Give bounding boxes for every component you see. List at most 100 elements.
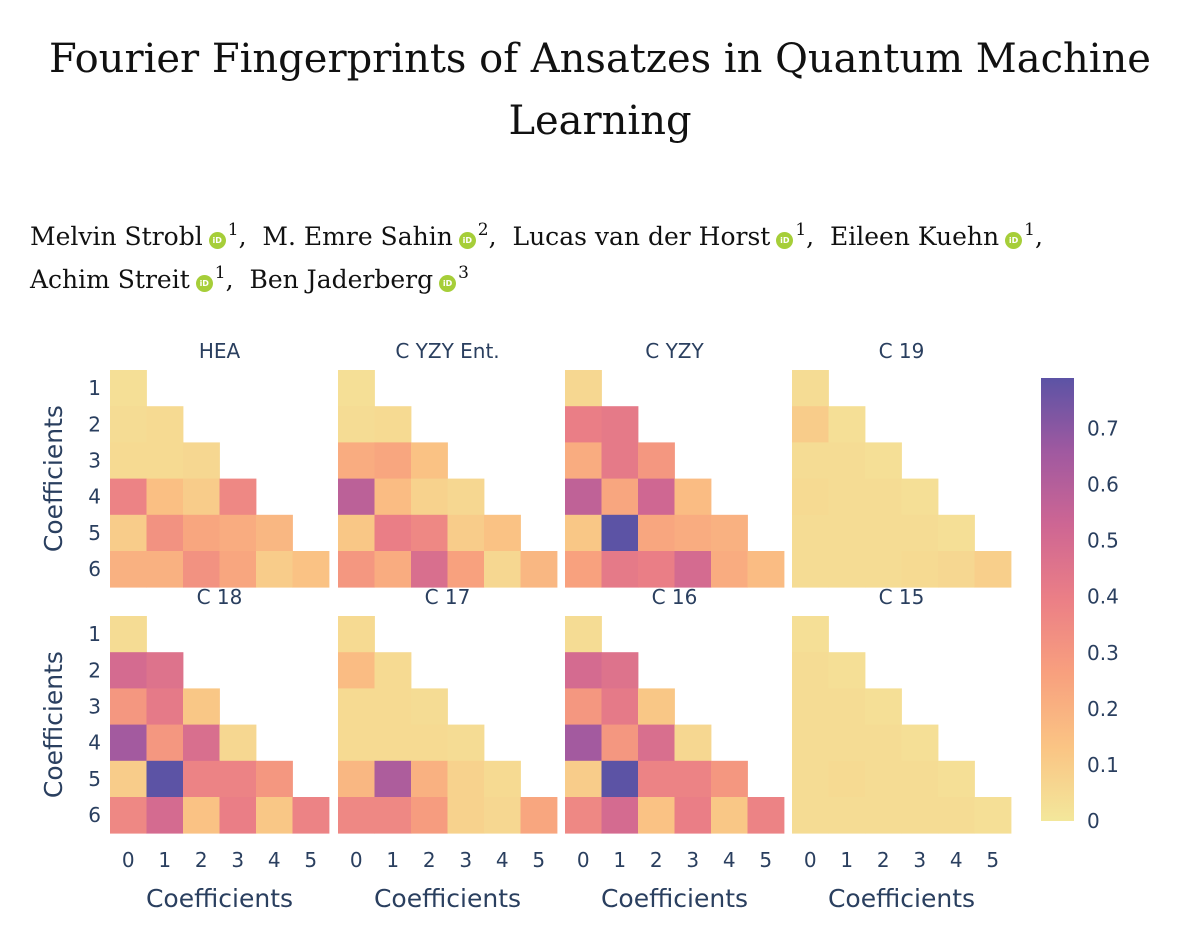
colorbar-tick-label: 0.4	[1087, 585, 1119, 609]
x-tick-label: 4	[496, 848, 509, 872]
heatmap-cell	[374, 724, 412, 762]
heatmap-cell	[411, 442, 448, 479]
orcid-icon[interactable]: iD	[439, 275, 457, 292]
author-separator: ,	[806, 222, 815, 251]
heatmap-cell	[447, 551, 485, 588]
heatmap-cell	[565, 616, 602, 653]
heatmap-cell	[110, 616, 147, 653]
heatmap-cell	[792, 406, 829, 443]
y-tick-label: 1	[88, 376, 101, 400]
heatmap-cell	[792, 551, 829, 588]
heatmap-cell	[411, 478, 448, 516]
y-tick-label: 3	[88, 449, 101, 473]
author: Ben Jaderberg iD3	[249, 263, 468, 294]
panel-title: C YZY Ent.	[395, 339, 499, 363]
heatmap-cell	[110, 551, 147, 588]
author-line-1: Melvin Strobl iD1, M. Emre Sahin iD2, Luca…	[30, 212, 1190, 255]
heatmap-cell	[447, 514, 485, 552]
heatmap-cell	[256, 514, 293, 552]
heatmap-cell	[183, 442, 220, 479]
heatmap-cell	[146, 760, 184, 798]
heatmap-cell	[828, 406, 866, 443]
heatmap-cell	[110, 514, 147, 552]
x-axis-title: Coefficients	[601, 884, 748, 913]
heatmap-cell	[374, 478, 412, 516]
author: M. Emre Sahin iD2,	[262, 220, 496, 251]
heatmap-cell	[374, 797, 412, 834]
y-tick-label: 3	[88, 695, 101, 719]
orcid-icon[interactable]: iD	[1005, 232, 1023, 249]
heatmap-cell	[292, 551, 330, 588]
author-separator: ,	[225, 265, 234, 294]
heatmap-cell	[565, 551, 602, 588]
affiliation-mark: 1	[795, 220, 807, 240]
heatmap-cell	[219, 797, 257, 834]
heatmap-cell	[110, 724, 147, 762]
heatmap-cell	[256, 760, 293, 798]
heatmap-cell	[411, 724, 448, 762]
heatmap-cell	[865, 551, 902, 588]
heatmap-cell	[901, 551, 939, 588]
heatmap-cell	[565, 370, 602, 407]
panel-title: C YZY	[645, 339, 704, 363]
heatmap-cell	[183, 478, 220, 516]
heatmap-cell	[484, 797, 521, 834]
heatmap-cell	[601, 760, 639, 798]
author: Melvin Strobl iD1,	[30, 220, 247, 251]
heatmap-cell	[374, 406, 412, 443]
heatmap-cell	[601, 724, 639, 762]
heatmap-cell	[638, 760, 675, 798]
heatmap-cell	[484, 551, 521, 588]
heatmap-cell	[338, 797, 375, 834]
x-tick-label: 5	[759, 848, 772, 872]
heatmap-cell	[601, 688, 639, 725]
heatmap-cell	[601, 797, 639, 834]
colorbar-tick-label: 0.7	[1087, 416, 1119, 440]
orcid-icon[interactable]: iD	[195, 275, 213, 292]
author: Eileen Kuehn iD1,	[830, 220, 1043, 251]
orcid-icon[interactable]: iD	[776, 232, 794, 249]
heatmap-cell	[338, 514, 375, 552]
heatmap-cell	[338, 652, 375, 689]
heatmap-cell	[865, 724, 902, 762]
heatmap-cell	[601, 406, 639, 443]
heatmap-cell	[828, 442, 866, 479]
orcid-icon[interactable]: iD	[458, 232, 476, 249]
heatmap-cell	[711, 760, 748, 798]
heatmap-cell	[938, 760, 975, 798]
heatmap-cell	[292, 797, 330, 834]
author-name: M. Emre Sahin	[262, 222, 453, 251]
heatmap-cell	[974, 797, 1012, 834]
heatmap-cell	[146, 514, 184, 552]
heatmap-cell	[792, 616, 829, 653]
y-tick-label: 1	[88, 622, 101, 646]
heatmap-cell	[338, 370, 375, 407]
heatmap-cell	[374, 652, 412, 689]
orcid-icon[interactable]: iD	[208, 232, 226, 249]
heatmap-cell	[183, 724, 220, 762]
heatmap-cell	[638, 724, 675, 762]
heatmap-cell	[219, 514, 257, 552]
heatmap-cell	[565, 652, 602, 689]
heatmap-cell	[792, 724, 829, 762]
heatmap-cell	[674, 724, 712, 762]
heatmap-cell	[374, 514, 412, 552]
heatmap-cell	[711, 551, 748, 588]
heatmap-cell	[219, 551, 257, 588]
y-tick-label: 5	[88, 767, 101, 791]
author-name: Ben Jaderberg	[249, 265, 434, 294]
heatmap-cell	[865, 442, 902, 479]
heatmap-cell	[638, 797, 675, 834]
heatmap-cell	[601, 514, 639, 552]
heatmap-cell	[338, 724, 375, 762]
author-name: Eileen Kuehn	[830, 222, 1000, 251]
colorbar-tick-label: 0	[1087, 809, 1100, 833]
heatmap-cell	[484, 760, 521, 798]
heatmap-cell	[638, 478, 675, 516]
heatmap-cell	[938, 551, 975, 588]
heatmap-cell	[901, 478, 939, 516]
affiliation-mark: 1	[214, 263, 226, 283]
heatmap-cell	[674, 551, 712, 588]
colorbar-tick-label: 0.3	[1087, 641, 1119, 665]
y-tick-label: 5	[88, 521, 101, 545]
